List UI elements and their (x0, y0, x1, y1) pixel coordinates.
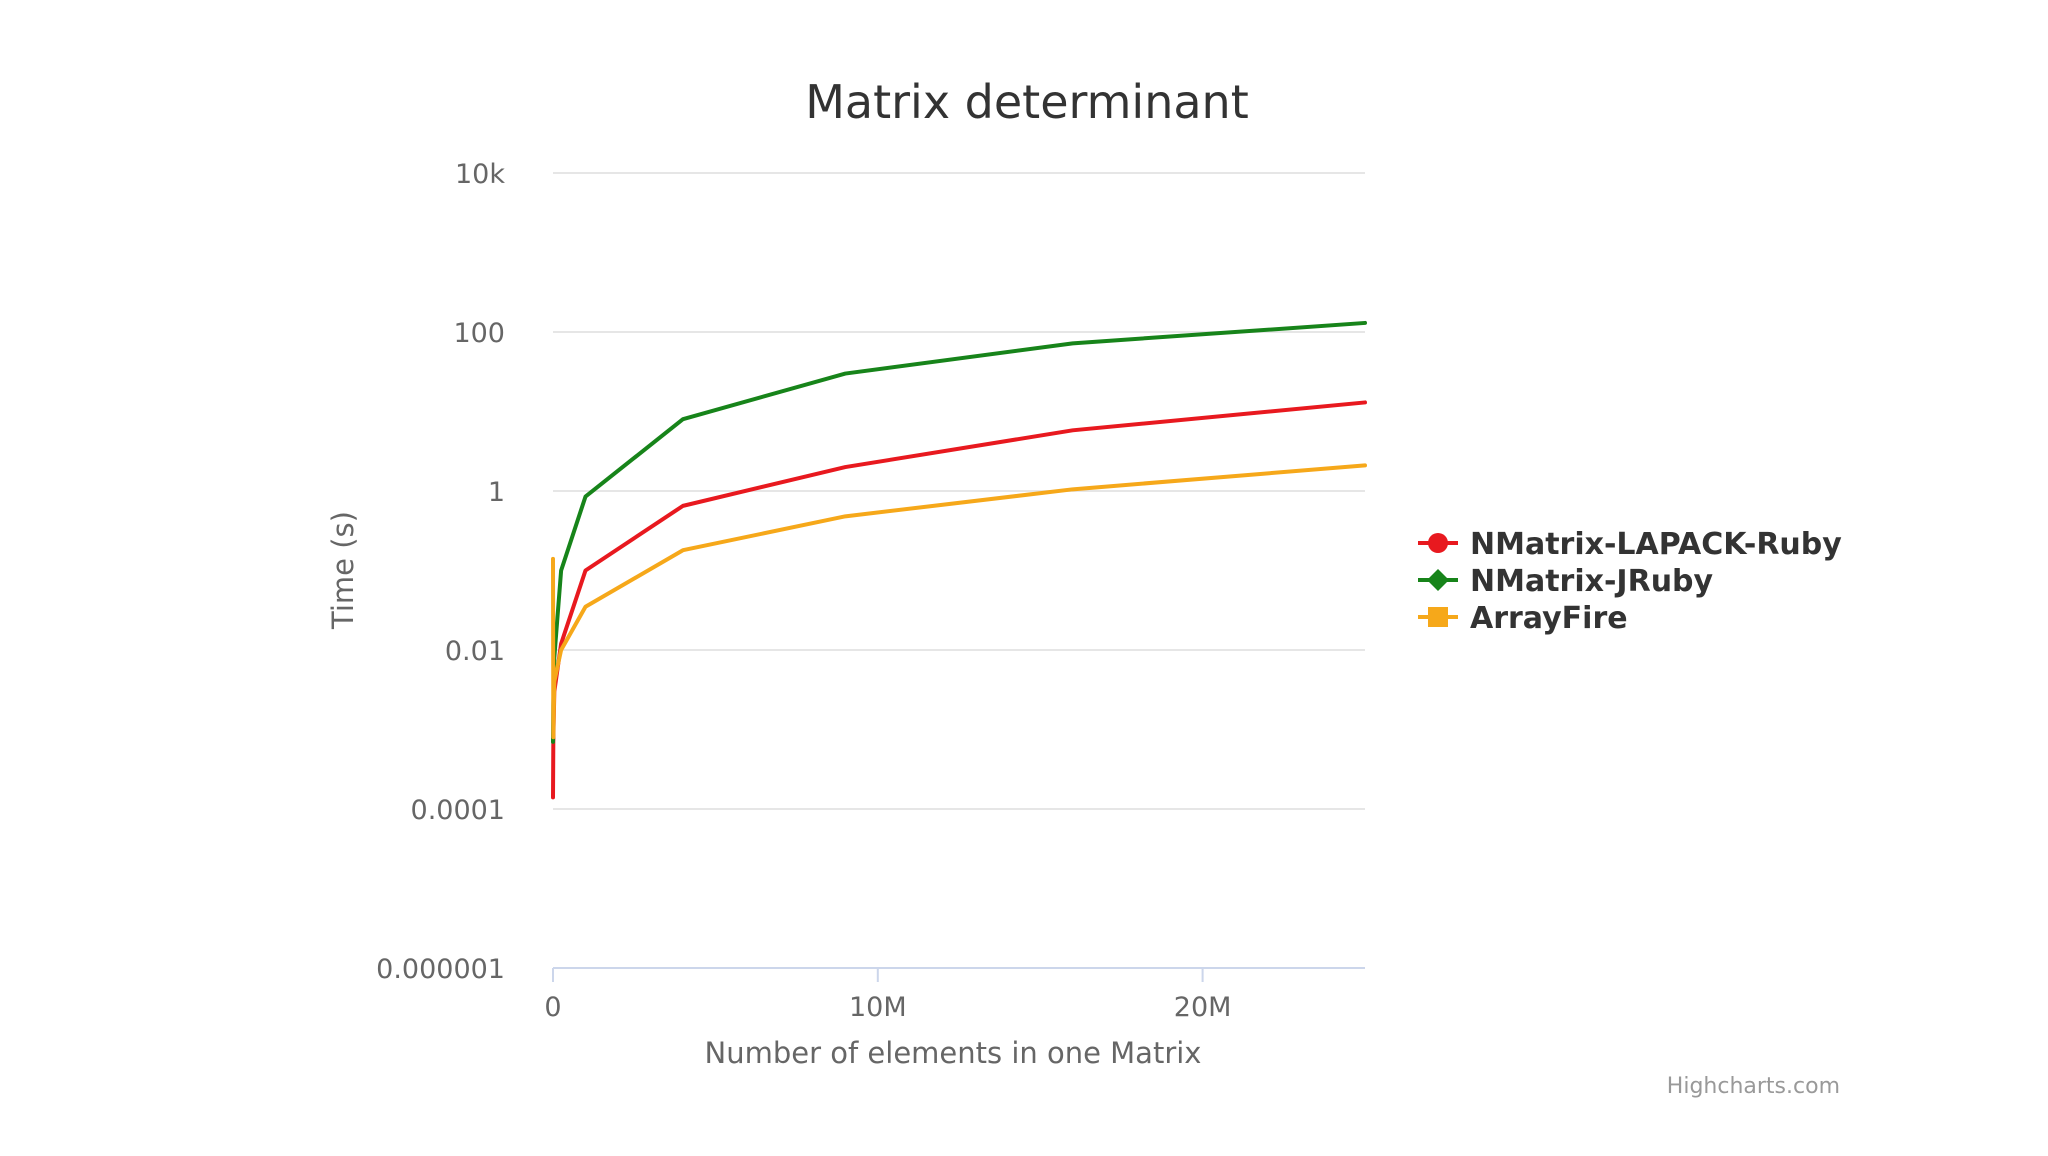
x-tick-label: 10M (849, 992, 907, 1023)
credits-link[interactable]: Highcharts.com (1667, 1074, 1840, 1099)
y-tick-label: 0.01 (445, 636, 505, 667)
series-line-arrayfire[interactable] (551, 463, 1367, 740)
series-layer (551, 320, 1367, 800)
legend-marker-diamond (1427, 569, 1449, 591)
y-tick-label: 10k (455, 159, 505, 190)
legend-marker-circle (1428, 533, 1448, 553)
legend-item-arrayfire[interactable]: ArrayFire (1418, 601, 1628, 636)
x-tick-label: 0 (544, 992, 561, 1023)
x-tick-label: 20M (1174, 992, 1232, 1023)
legend-marker-square (1428, 607, 1448, 627)
legend-item-nmatrix-lapack-ruby[interactable]: NMatrix-LAPACK-Ruby (1418, 527, 1842, 562)
grid-layer (553, 172, 1365, 810)
legend-item-nmatrix-jruby[interactable]: NMatrix-JRuby (1418, 564, 1714, 599)
y-tick-label: 0.000001 (376, 954, 505, 985)
y-axis-title: Time (s) (326, 511, 360, 630)
y-tick-label: 0.0001 (411, 795, 505, 826)
axis-layer: 10k 100 1 0.01 0.0001 0.000001 0 10M 20M (376, 159, 1365, 1023)
y-tick-label: 100 (453, 318, 505, 349)
chart-title: Matrix determinant (805, 75, 1249, 129)
legend-label: ArrayFire (1470, 601, 1628, 636)
x-axis-title: Number of elements in one Matrix (705, 1036, 1202, 1070)
legend-label: NMatrix-JRuby (1470, 564, 1714, 599)
y-tick-label: 1 (488, 477, 505, 508)
legend: NMatrix-LAPACK-RubyNMatrix-JRubyArrayFir… (1418, 527, 1842, 636)
legend-label: NMatrix-LAPACK-Ruby (1470, 527, 1842, 562)
